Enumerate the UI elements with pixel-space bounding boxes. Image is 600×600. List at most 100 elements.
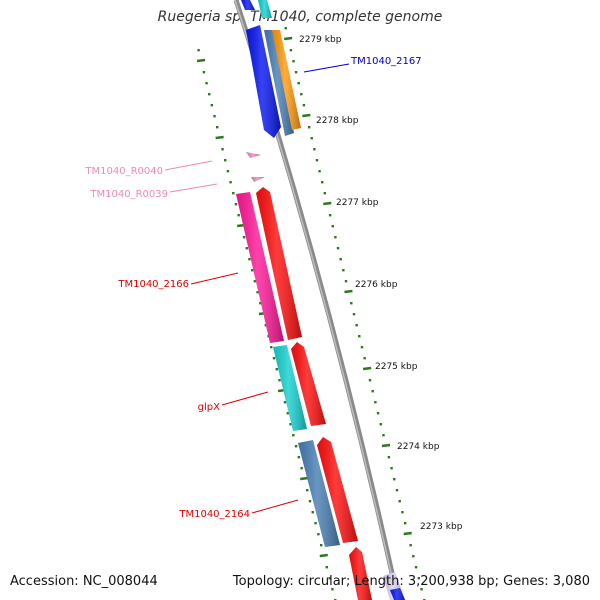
ruler-minor-tick <box>294 71 298 74</box>
gene-r0040-shading <box>246 152 261 158</box>
ruler-minor-tick <box>363 357 366 360</box>
ruler-minor-tick <box>376 412 380 415</box>
ruler-minor-tick <box>323 192 327 195</box>
ruler-minor-tick <box>355 324 358 327</box>
ruler-major-tick <box>323 201 332 206</box>
gene-2167-orange-shading <box>272 30 301 130</box>
tick-label: 2278 kbp <box>316 116 359 126</box>
ruler-minor-tick <box>284 27 287 30</box>
ruler-minor-tick <box>420 588 423 591</box>
ruler-minor-tick <box>208 93 211 96</box>
gene-features[interactable] <box>236 0 405 600</box>
tick-label: 2273 kbp <box>420 522 463 532</box>
ruler-minor-tick <box>310 137 313 140</box>
ruler-minor-tick <box>297 456 301 459</box>
ruler-minor-tick <box>197 49 200 52</box>
ruler-minor-tick <box>417 577 421 580</box>
gene-2164-red-shading <box>317 437 358 543</box>
ruler-minor-tick <box>409 544 412 547</box>
ruler-minor-tick <box>300 467 303 470</box>
gene-cyan-top-shading <box>258 0 272 18</box>
ruler-minor-tick <box>339 258 342 261</box>
gene-r0039-shading <box>251 177 265 182</box>
ruler-minor-tick <box>328 214 332 217</box>
ruler-minor-tick <box>278 379 281 382</box>
ruler-minor-tick <box>226 170 230 173</box>
gene-label[interactable]: TM1040_2164 <box>178 509 250 520</box>
ruler-minor-tick <box>398 500 401 503</box>
ruler-minor-tick <box>294 445 298 448</box>
ruler-minor-tick <box>248 258 251 261</box>
ruler-minor-tick <box>336 247 340 250</box>
ruler-minor-tick <box>213 115 216 118</box>
ruler-minor-tick <box>350 302 353 305</box>
gene-2166-red-shading <box>256 187 302 340</box>
label-leader-line <box>190 272 239 285</box>
ruler-minor-tick <box>250 269 254 272</box>
ruler-minor-tick <box>286 412 289 415</box>
ruler-minor-tick <box>292 60 295 63</box>
ruler-major-tick <box>283 36 293 41</box>
tick-label: 2276 kbp <box>355 280 398 290</box>
ruler-minor-tick <box>374 401 377 404</box>
ruler-minor-tick <box>210 104 214 107</box>
ruler-minor-tick <box>272 357 276 360</box>
gene-label[interactable]: TM1040_2167 <box>350 56 422 67</box>
ruler-minor-tick <box>344 280 348 283</box>
tick-label: 2279 kbp <box>299 35 342 45</box>
gene-glpx-cyan-shading <box>273 345 307 431</box>
gene-blue-bottom-shading <box>390 588 405 600</box>
map-title: Ruegeria sp. TM1040, complete genome <box>157 9 443 25</box>
ruler-major-tick <box>362 366 372 371</box>
label-leader-line <box>251 499 299 514</box>
label-leader-line <box>169 183 218 193</box>
tick-label: 2275 kbp <box>375 362 418 372</box>
tick-label: 2277 kbp <box>336 198 379 208</box>
ruler-minor-tick <box>256 291 259 294</box>
gene-label[interactable]: TM1040_R0040 <box>84 166 163 177</box>
gene-label[interactable]: TM1040_R0039 <box>89 189 168 200</box>
gene-label[interactable]: TM1040_2166 <box>117 279 189 290</box>
gene-2166-pink-shading <box>236 192 284 343</box>
ruler-major-tick <box>403 531 412 536</box>
ruler-minor-tick <box>229 181 232 184</box>
ruler-minor-tick <box>328 577 331 580</box>
ruler-minor-tick <box>318 170 321 173</box>
ruler-minor-tick <box>300 93 303 96</box>
ruler-minor-tick <box>387 456 391 459</box>
ruler-minor-tick <box>237 214 240 217</box>
ruler-major-tick <box>344 289 353 294</box>
ruler-minor-tick <box>395 489 399 492</box>
ruler-minor-tick <box>325 566 328 569</box>
ruler-minor-tick <box>202 71 206 74</box>
ruler-minor-tick <box>334 236 337 239</box>
tick-labels: 2279 kbp 2278 kbp 2277 kbp 2276 kbp 2275 kbp… <box>299 35 463 532</box>
ruler-minor-tick <box>253 280 257 283</box>
ruler-minor-tick <box>297 82 300 85</box>
ruler-minor-tick <box>224 159 227 162</box>
ruler-minor-tick <box>305 489 309 492</box>
gene-2167-blue-shading <box>246 25 281 138</box>
ruler-minor-tick <box>275 368 278 371</box>
ruler-minor-tick <box>270 346 273 349</box>
gene-label[interactable]: glpX <box>198 402 220 413</box>
ruler-minor-tick <box>403 522 407 525</box>
gene-red-bottom-shading <box>349 547 372 600</box>
gene-labels[interactable]: TM1040_2167 TM1040_R0040 TM1040_R0039 TM104… <box>84 56 421 520</box>
ruler-major-tick <box>381 443 391 448</box>
ruler-minor-tick <box>221 148 224 151</box>
ruler-minor-tick <box>292 434 295 437</box>
accession-text: Accession: NC_008044 <box>10 574 158 589</box>
ruler-minor-tick <box>259 302 262 305</box>
ruler-major-tick <box>215 135 224 140</box>
ruler-minor-tick <box>264 324 268 327</box>
topology-text: Topology: circular; Length: 3,200,938 bp… <box>232 574 590 589</box>
ruler-minor-tick <box>289 49 293 52</box>
ruler-minor-tick <box>382 434 385 437</box>
ruler-minor-tick <box>205 82 208 85</box>
ruler-outer-ticks <box>283 27 426 600</box>
ruler-major-tick <box>302 113 311 118</box>
gene-2164-steel-shading <box>298 440 340 547</box>
ruler-minor-tick <box>360 346 364 349</box>
